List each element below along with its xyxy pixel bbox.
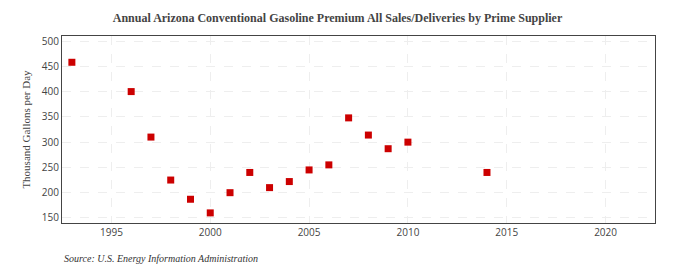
svg-text:200: 200 xyxy=(42,185,59,199)
svg-text:2005: 2005 xyxy=(298,225,321,239)
svg-text:2020: 2020 xyxy=(594,225,617,239)
svg-text:Annual Arizona Conventional Ga: Annual Arizona Conventional Gasoline Pre… xyxy=(113,11,563,25)
svg-text:2015: 2015 xyxy=(495,225,518,239)
svg-text:Source: U.S. Energy Informatio: Source: U.S. Energy Information Administ… xyxy=(64,253,258,264)
svg-text:250: 250 xyxy=(42,160,59,174)
svg-text:400: 400 xyxy=(42,84,59,98)
svg-text:2010: 2010 xyxy=(396,225,419,239)
svg-text:2000: 2000 xyxy=(199,225,222,239)
svg-text:1995: 1995 xyxy=(100,225,123,239)
svg-text:150: 150 xyxy=(42,210,59,224)
svg-text:350: 350 xyxy=(42,109,59,123)
svg-text:500: 500 xyxy=(42,34,59,48)
svg-text:300: 300 xyxy=(42,135,59,149)
svg-text:Thousand Gallons per Day: Thousand Gallons per Day xyxy=(20,70,32,189)
svg-text:450: 450 xyxy=(42,59,59,73)
